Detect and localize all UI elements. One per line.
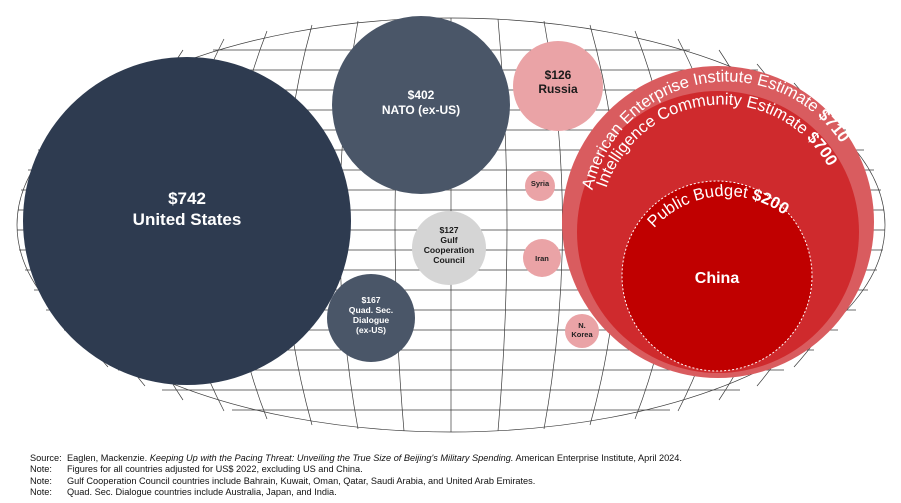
note-line: Note: Gulf Cooperation Council countries… <box>30 476 890 487</box>
us-value-label: $742 <box>168 189 206 208</box>
syria-bubble <box>525 171 555 201</box>
china-estimates: American Enterprise Institute Estimate $… <box>562 66 874 378</box>
russia-name-label: Russia <box>538 82 578 96</box>
russia-value-label: $126 <box>545 68 572 82</box>
note-label: Note: <box>30 487 52 498</box>
source-title: Keeping Up with the Pacing Threat: Unvei… <box>149 453 514 463</box>
source-label: Source: <box>30 453 62 463</box>
source-line: Source: Eaglen, Mackenzie. Keeping Up wi… <box>30 453 890 464</box>
source-author: Eaglen, Mackenzie. <box>67 453 148 463</box>
source-publisher: American Enterprise Institute, April 202… <box>515 453 682 463</box>
note-label: Note: <box>30 464 52 475</box>
iran-name-label: Iran <box>535 254 549 263</box>
quad-value-label: $167 <box>361 295 380 305</box>
note-line: Note: Figures for all countries adjusted… <box>30 464 890 475</box>
syria-name-label: Syria <box>531 179 550 188</box>
iran-bubble <box>523 239 561 277</box>
gcc-name-label: Cooperation <box>424 245 475 255</box>
nato-bubble <box>332 16 510 194</box>
nato-name-label: NATO (ex-US) <box>382 103 460 117</box>
quad-name-label: Quad. Sec. <box>349 305 393 315</box>
quad-name-label: Dialogue <box>353 315 390 325</box>
note-text: Quad. Sec. Dialogue countries include Au… <box>67 487 337 498</box>
nkorea-name-label: Korea <box>571 330 593 339</box>
russia-bubble <box>513 41 603 131</box>
us-bubble <box>23 57 351 385</box>
note-label: Note: <box>30 475 52 486</box>
nato-value-label: $402 <box>408 88 435 102</box>
quad-name-label: (ex-US) <box>356 325 386 335</box>
us-name-label: United States <box>133 210 242 229</box>
source-text: Eaglen, Mackenzie. Keeping Up with the P… <box>67 453 682 464</box>
note-text: Gulf Cooperation Council countries inclu… <box>67 475 536 486</box>
map-outline <box>16 17 886 433</box>
gcc-bubble <box>412 211 486 285</box>
nkorea-name-label: N. <box>578 321 586 330</box>
gcc-value-label: $127 <box>439 225 458 235</box>
note-text: Figures for all countries adjusted for U… <box>67 464 363 475</box>
source-notes: Source: Eaglen, Mackenzie. Keeping Up wi… <box>30 453 890 499</box>
gcc-name-label: Gulf <box>440 235 457 245</box>
china-name-label: China <box>695 270 740 287</box>
note-line: Note: Quad. Sec. Dialogue countries incl… <box>30 487 890 498</box>
quad-bubble <box>327 274 415 362</box>
gcc-name-label: Council <box>433 255 465 265</box>
china-public-budget-circle <box>621 180 813 372</box>
nkorea-bubble <box>565 314 599 348</box>
